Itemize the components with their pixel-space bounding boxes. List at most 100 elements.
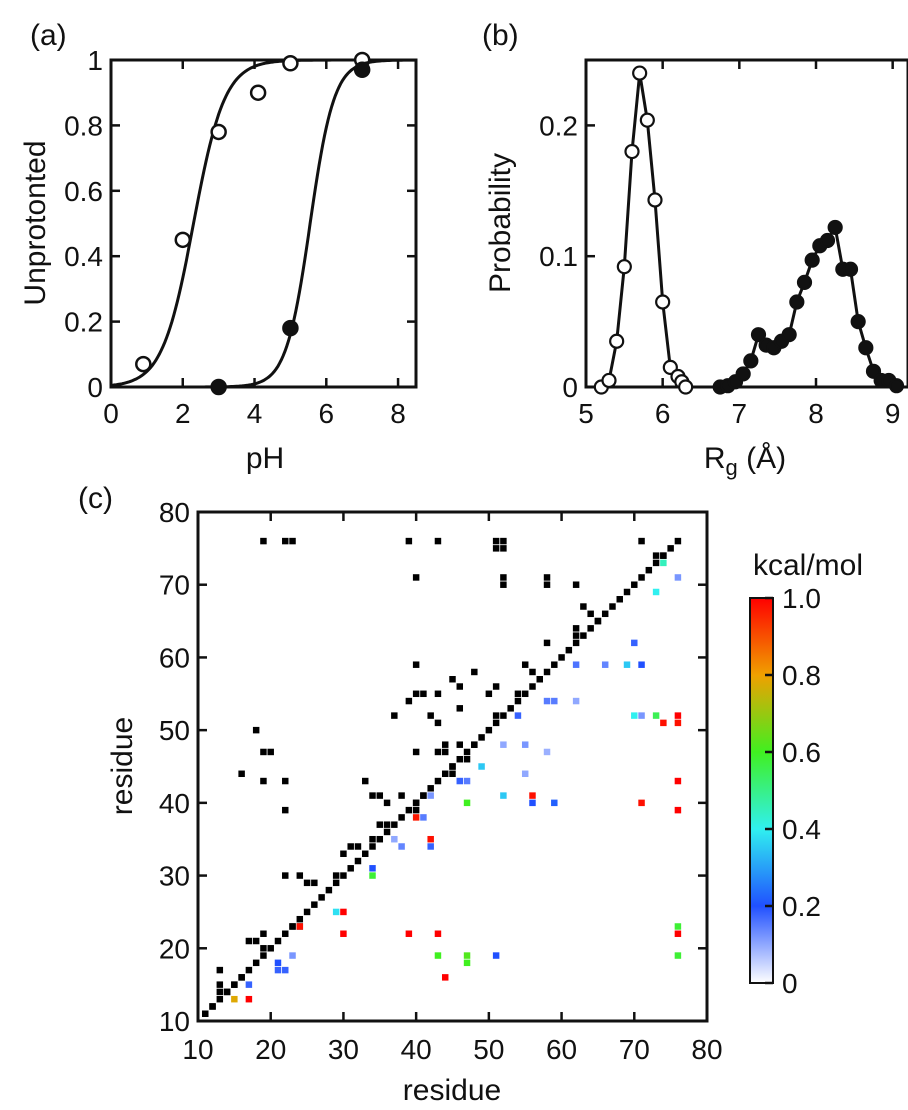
y-tick-label: 0.2 <box>64 307 103 338</box>
data-point-open <box>210 123 227 141</box>
contact-cell <box>369 835 376 843</box>
diagonal-cell <box>565 646 573 654</box>
contact-cell <box>638 537 645 545</box>
energy-cell <box>500 792 507 799</box>
contact-cell <box>340 850 347 857</box>
data-point-open <box>249 84 267 101</box>
contact-cell <box>500 574 507 581</box>
data-point-filled <box>804 252 820 268</box>
contact-cell <box>441 748 449 756</box>
diagonal-cell <box>325 886 333 894</box>
diagonal-cell <box>245 966 253 974</box>
diagonal-cell <box>405 806 413 814</box>
fit-curve-2 <box>111 58 417 389</box>
contact-cell <box>434 719 442 727</box>
panel-a-label: (a) <box>30 19 67 52</box>
contact-cell <box>216 966 224 974</box>
contact-cell <box>202 1010 209 1017</box>
energy-cell <box>572 697 580 705</box>
energy-cell <box>463 799 471 807</box>
diagonal-cell <box>456 755 464 763</box>
energy-cell <box>340 930 347 937</box>
contact-cell <box>245 937 253 945</box>
energy-cell <box>463 777 471 785</box>
y-tick-label: 0 <box>87 372 103 403</box>
contact-cell <box>580 603 587 610</box>
x-tick-label: 40 <box>401 1034 432 1065</box>
diagonal-cell <box>282 930 289 937</box>
x-tick-label: 4 <box>247 398 263 429</box>
diagonal-cell <box>383 828 391 836</box>
diagonal-cell <box>441 770 449 778</box>
y-tick-label: 0.2 <box>539 110 578 141</box>
x-tick-label: 8 <box>390 398 406 429</box>
contact-cell <box>660 552 667 559</box>
contact-cell <box>332 872 340 879</box>
data-point-open <box>174 231 192 249</box>
panel-b-label: (b) <box>482 19 519 52</box>
y-tick-label: 0 <box>562 372 578 403</box>
x-tick-label: 2 <box>175 398 191 429</box>
energy-cell <box>638 661 645 668</box>
energy-cell <box>674 719 682 727</box>
y-tick-label: 50 <box>159 715 190 746</box>
data-point-open <box>609 333 625 349</box>
diagonal-cell <box>369 843 376 850</box>
data-point-open <box>632 65 648 81</box>
contact-cell <box>398 792 405 799</box>
diagonal-cell <box>216 995 224 1003</box>
y-tick-label: 1 <box>87 45 103 76</box>
diagonal-cell <box>514 697 522 705</box>
contact-cell <box>521 661 529 668</box>
y-tick-label: 30 <box>159 861 190 892</box>
contact-cell <box>223 988 231 996</box>
data-point-filled <box>796 274 813 290</box>
contact-cell <box>260 537 267 545</box>
panel-a-frame <box>109 58 418 389</box>
contact-cell <box>412 574 420 581</box>
x-tick-label: 80 <box>691 1034 722 1065</box>
contact-cell <box>572 625 580 632</box>
colorbar-tick-label: 0.2 <box>782 891 821 922</box>
diagonal-cell <box>354 857 362 865</box>
colorbar-tick-label: 0.6 <box>782 737 821 768</box>
energy-cell <box>652 588 660 596</box>
data-point-open <box>616 259 632 275</box>
y-tick-label: 0.6 <box>64 176 103 207</box>
contact-cell <box>485 690 493 698</box>
contact-cell <box>536 676 543 683</box>
diagonal-cell <box>674 537 682 545</box>
contact-cell <box>500 581 507 588</box>
x-tick-label: 9 <box>885 398 901 429</box>
diagonal-cell <box>492 719 500 727</box>
panel-c-frame <box>196 510 709 1023</box>
contact-cell <box>471 668 478 676</box>
contact-cell <box>282 777 289 785</box>
contact-cell <box>456 683 464 690</box>
energy-cell <box>434 930 442 937</box>
diagonal-cell <box>645 566 653 574</box>
energy-cell <box>231 995 238 1003</box>
energy-cell <box>427 792 434 799</box>
diagonal-cell <box>616 596 623 603</box>
contact-cell <box>434 537 442 545</box>
energy-cell <box>492 952 500 959</box>
energy-cell <box>405 930 413 937</box>
energy-cell <box>674 806 682 814</box>
diagonal-cell <box>638 574 645 581</box>
contact-cell <box>376 821 384 828</box>
energy-cell <box>631 639 638 647</box>
energy-cell <box>463 959 471 967</box>
contact-cell <box>216 988 224 996</box>
contact-cell <box>449 763 456 770</box>
contact-cell <box>456 705 464 712</box>
contact-cell <box>296 872 304 879</box>
contact-cell <box>492 545 500 552</box>
contact-cell <box>594 617 602 625</box>
panel-b-xlabel-sub: g <box>726 455 738 480</box>
contact-cell <box>500 537 507 545</box>
energy-cell <box>652 712 660 719</box>
contact-cell <box>383 821 391 828</box>
diagonal-cell <box>463 748 471 756</box>
